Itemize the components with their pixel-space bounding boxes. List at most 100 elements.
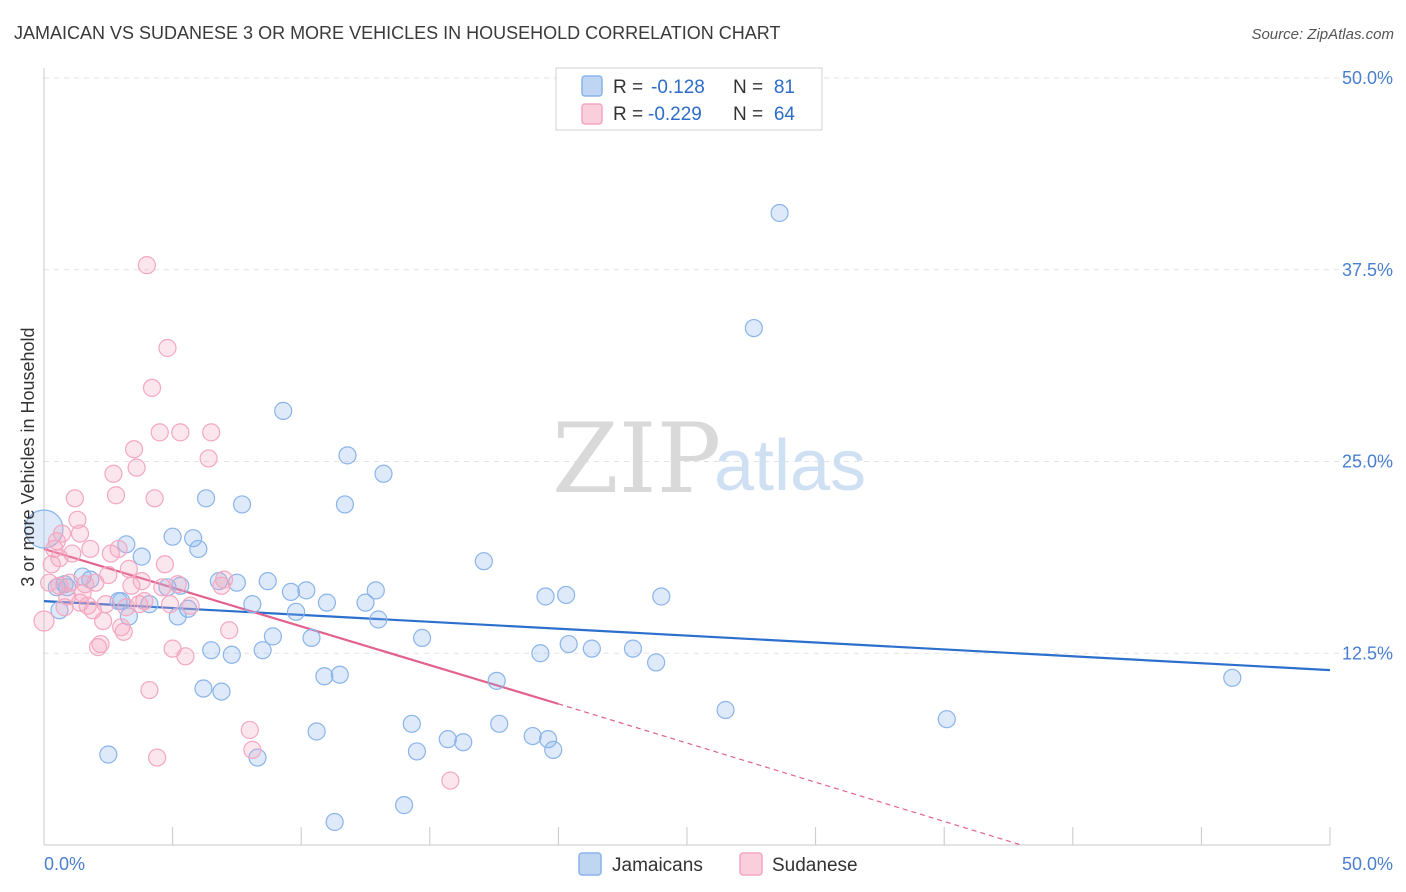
point-jamaicans-52 — [407, 742, 427, 761]
bottom-legend-swatch-jamaicans — [578, 852, 602, 876]
point-sudanese-0 — [33, 610, 55, 632]
point-jamaicans-35 — [281, 582, 301, 601]
point-jamaicans-72 — [770, 203, 789, 223]
point-jamaicans-55 — [454, 733, 473, 752]
point-sudanese-38 — [132, 572, 151, 591]
point-jamaicans-74 — [1223, 668, 1242, 687]
point-sudanese-52 — [176, 647, 195, 666]
chart-title: JAMAICAN VS SUDANESE 3 OR MORE VEHICLES … — [14, 23, 780, 43]
point-sudanese-50 — [168, 575, 187, 594]
legend-r-value-sudanese: -0.229 — [648, 104, 702, 125]
stats-legend: R = -0.128 N = 81 R = -0.229 N = 64 — [555, 67, 823, 131]
point-sudanese-27 — [104, 464, 123, 483]
point-sudanese-24 — [96, 595, 115, 614]
point-sudanese-28 — [106, 486, 126, 505]
point-jamaicans-64 — [557, 585, 576, 605]
bottom-legend-label-jamaicans: Jamaicans — [612, 855, 703, 876]
point-jamaicans-63 — [544, 740, 563, 759]
chart-source: Source: ZipAtlas.com — [1251, 26, 1394, 43]
point-sudanese-29 — [109, 539, 128, 559]
point-jamaicans-44 — [335, 495, 355, 514]
bottom-legend-swatch-sudanese — [739, 852, 763, 876]
point-sudanese-14 — [70, 524, 90, 543]
point-sudanese-13 — [68, 510, 87, 529]
point-sudanese-40 — [140, 680, 159, 700]
point-jamaicans-54 — [438, 730, 457, 749]
point-sudanese-54 — [199, 449, 218, 468]
point-sudanese-57 — [214, 570, 234, 589]
point-jamaicans-41 — [317, 593, 337, 612]
point-sudanese-43 — [148, 748, 167, 767]
point-sudanese-41 — [142, 378, 162, 397]
point-jamaicans-32 — [258, 572, 277, 591]
watermark-atlas: atlas — [714, 426, 866, 506]
point-jamaicans-21 — [194, 679, 213, 698]
point-sudanese-62 — [135, 591, 154, 611]
point-jamaicans-12 — [132, 547, 151, 566]
bottom-legend-label-sudanese: Sudanese — [772, 855, 858, 876]
point-jamaicans-71 — [744, 318, 763, 338]
point-jamaicans-49 — [374, 464, 393, 483]
point-jamaicans-50 — [394, 796, 414, 815]
y-tick-label-2: 37.5% — [1342, 260, 1393, 280]
x-tick-label-max: 50.0% — [1342, 854, 1393, 874]
point-jamaicans-34 — [274, 401, 293, 420]
bottom-legend: Jamaicans Sudanese — [578, 852, 858, 876]
point-jamaicans-58 — [490, 714, 509, 733]
point-sudanese-31 — [114, 622, 133, 641]
point-jamaicans-69 — [652, 587, 671, 606]
point-sudanese-18 — [81, 539, 100, 559]
point-sudanese-39 — [137, 256, 156, 275]
y-tick-label-1: 25.0% — [1342, 452, 1393, 472]
point-sudanese-7 — [52, 524, 72, 543]
point-jamaicans-47 — [366, 581, 385, 600]
point-jamaicans-33 — [263, 627, 283, 646]
point-sudanese-51 — [171, 423, 190, 442]
point-jamaicans-28 — [232, 495, 252, 514]
point-jamaicans-31 — [253, 641, 272, 660]
point-jamaicans-23 — [202, 641, 221, 660]
point-sudanese-61 — [441, 771, 460, 790]
point-sudanese-10 — [60, 573, 79, 592]
point-sudanese-36 — [127, 458, 146, 477]
point-jamaicans-7 — [99, 745, 118, 764]
point-sudanese-47 — [158, 338, 177, 358]
point-sudanese-37 — [130, 595, 149, 614]
point-sudanese-44 — [150, 423, 169, 442]
point-sudanese-1 — [40, 573, 59, 592]
legend-n-value-jamaicans: 81 — [774, 77, 795, 98]
point-jamaicans-0 — [24, 509, 64, 549]
point-sudanese-12 — [65, 489, 84, 508]
point-jamaicans-48 — [369, 610, 388, 629]
point-jamaicans-61 — [536, 587, 555, 606]
point-jamaicans-45 — [338, 446, 357, 465]
point-sudanese-58 — [220, 621, 239, 640]
point-jamaicans-67 — [623, 639, 643, 658]
legend-swatch-sudanese — [581, 103, 603, 125]
legend-swatch-jamaicans — [581, 75, 603, 97]
point-sudanese-21 — [88, 638, 108, 657]
point-jamaicans-53 — [412, 628, 432, 648]
point-sudanese-23 — [94, 611, 113, 631]
point-jamaicans-15 — [163, 527, 182, 546]
point-sudanese-42 — [145, 489, 164, 508]
legend-n-label-sudanese: N = — [733, 104, 763, 125]
point-sudanese-60 — [243, 740, 262, 759]
trend-line-sudanese — [43, 547, 559, 705]
point-sudanese-33 — [119, 559, 138, 578]
legend-n-value-sudanese: 64 — [774, 104, 796, 125]
point-jamaicans-24 — [212, 682, 231, 701]
point-jamaicans-59 — [523, 726, 542, 746]
watermark-zip: ZIP — [552, 403, 721, 515]
point-jamaicans-20 — [189, 539, 208, 559]
legend-r-label-jamaicans: R = — [613, 77, 643, 98]
legend-r-label-sudanese: R = — [613, 104, 643, 125]
y-tick-label-3: 50.0% — [1342, 68, 1393, 88]
x-tick-label-min: 0.0% — [44, 854, 85, 874]
point-sudanese-55 — [202, 423, 221, 442]
point-sudanese-59 — [240, 720, 259, 740]
point-jamaicans-46 — [356, 593, 375, 612]
x-ticks — [172, 827, 1331, 845]
y-tick-label-0: 12.5% — [1342, 643, 1393, 663]
